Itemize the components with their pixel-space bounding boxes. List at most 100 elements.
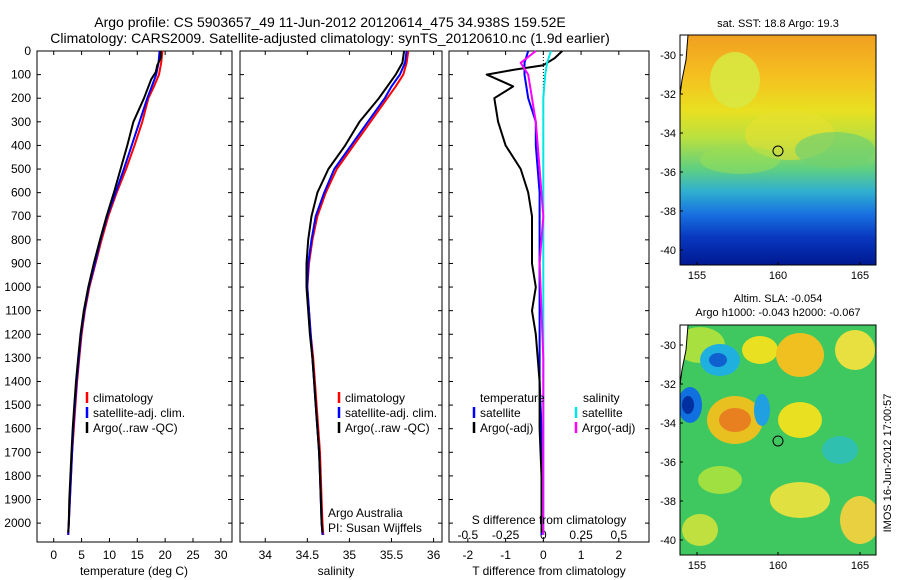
sst-map: sat. SST: 18.8 Argo: 19.3 155 160 165 -30 -3… xyxy=(660,18,877,282)
coastline xyxy=(680,325,689,386)
figure-title-line2: Climatology: CARS2009. Satellite-adjuste… xyxy=(50,30,610,46)
argo-float-marker xyxy=(772,435,784,447)
sla-map-title-line2: Argo h1000: -0.043 h2000: -0.067 xyxy=(695,307,860,319)
y-tick-label: 1700 xyxy=(4,445,31,459)
legend-label-t-satellite: satellite xyxy=(480,406,521,420)
sla-map-title-line1: Altim. SLA: -0.054 xyxy=(734,293,823,305)
y-tick-label: 1500 xyxy=(4,398,31,412)
salinity-xlabel: salinity xyxy=(318,564,355,578)
x-tick-label: 15 xyxy=(131,548,145,562)
temperature-axes-frame xyxy=(36,50,233,543)
legend-label-climatology: climatology xyxy=(93,391,153,405)
x-tick-label: 36 xyxy=(427,548,441,562)
y-tick-label: 1200 xyxy=(4,327,31,341)
map-y-tick-label: -40 xyxy=(660,535,676,547)
x-tick-label: 20 xyxy=(158,548,172,562)
y-tick-label: 1900 xyxy=(4,493,31,507)
x-tick-label: 34 xyxy=(259,548,273,562)
series-line-argo-raw-qc- xyxy=(67,51,162,533)
sla-patch xyxy=(835,330,875,370)
sla-patch xyxy=(698,466,742,494)
y-tick-label: 1000 xyxy=(4,280,31,294)
sla-patch xyxy=(709,353,727,367)
x-tick-label: 34.5 xyxy=(296,548,320,562)
difference-xlabel: T difference from climatology xyxy=(472,564,626,578)
legend-label-t-argo: Argo(-adj) xyxy=(480,421,533,435)
legend-label-s-satellite: satellite xyxy=(582,406,623,420)
y-tick-label: 1300 xyxy=(4,351,31,365)
y-tick-label: 2000 xyxy=(4,516,31,530)
difference-legend: temperature salinity satellite Argo(-adj… xyxy=(472,391,635,435)
sla-patch xyxy=(682,514,718,546)
map-x-tick-label: 165 xyxy=(851,560,869,572)
y-tick-label: 500 xyxy=(11,162,31,176)
imos-timestamp: IMOS 16-Jun-2012 17:00:57 xyxy=(882,394,894,533)
x-tick-label: -1 xyxy=(500,548,511,562)
map-y-tick-label: -30 xyxy=(660,340,676,352)
sst-cool-patch xyxy=(795,132,875,168)
y-tick-label: 800 xyxy=(11,233,31,247)
temperature-xlabel: temperature (deg C) xyxy=(80,564,188,578)
x2-tick-label: 0.25 xyxy=(569,528,593,542)
temperature-legend: climatology satellite-adj. clim. Argo(..… xyxy=(85,391,185,435)
map-y-tick-label: -30 xyxy=(660,50,676,62)
map-y-tick-label: -34 xyxy=(660,128,676,140)
map-y-tick-label: -34 xyxy=(660,418,676,430)
salinity-axes-frame xyxy=(239,50,443,543)
argo-float-marker xyxy=(772,145,784,157)
sst-warm-patch xyxy=(710,52,760,108)
y-tick-label: 1800 xyxy=(4,469,31,483)
series-line-salinity-argo-adj- xyxy=(519,50,545,535)
x2-tick-label: -0.5 xyxy=(458,528,479,542)
y-tick-label: 900 xyxy=(11,256,31,270)
coastline xyxy=(680,35,689,96)
credit-line1: Argo Australia xyxy=(328,506,403,520)
map-x-tick-label: 155 xyxy=(688,560,706,572)
map-x-tick-label: 155 xyxy=(688,270,706,282)
map-y-tick-label: -38 xyxy=(660,206,676,218)
series-line-temperature-argo-adj- xyxy=(485,50,563,533)
map-y-tick-label: -40 xyxy=(660,245,676,257)
y-tick-label: 600 xyxy=(11,186,31,200)
credit-line2: PI: Susan Wijffels xyxy=(328,521,422,535)
x-tick-label: 1 xyxy=(578,548,585,562)
y-tick-label: 1100 xyxy=(5,304,31,318)
salinity-legend: climatology satellite-adj. clim. Argo(..… xyxy=(337,391,437,435)
y-tick-label: 400 xyxy=(11,138,31,152)
x2-tick-label: -0.25 xyxy=(492,528,520,542)
map-x-tick-label: 160 xyxy=(769,560,787,572)
legend-label-argo: Argo(..raw -QC) xyxy=(93,421,178,435)
legend-label-s-argo: Argo(-adj) xyxy=(582,421,635,435)
y-tick-label: 700 xyxy=(11,209,31,223)
sla-patch xyxy=(778,402,822,438)
difference-axes-frame xyxy=(448,50,650,543)
y-tick-label: 0 xyxy=(24,44,31,58)
y-tick-label: 1600 xyxy=(4,422,31,436)
legend-label-satellite: satellite-adj. clim. xyxy=(93,406,185,420)
y-tick-label: 200 xyxy=(11,91,31,105)
sla-patch xyxy=(776,333,824,377)
y-tick-label: 300 xyxy=(11,115,31,129)
x-tick-label: 30 xyxy=(214,548,228,562)
legend-title-salinity: salinity xyxy=(583,391,620,405)
sla-patch xyxy=(770,482,830,518)
x-tick-label: 35 xyxy=(343,548,357,562)
y-tick-label: 100 xyxy=(11,68,31,82)
map-y-tick-label: -32 xyxy=(660,89,676,101)
x-tick-label: 35.5 xyxy=(380,548,404,562)
map-y-tick-label: -36 xyxy=(660,457,676,469)
sst-cool-patch xyxy=(700,146,780,174)
sla-patch xyxy=(840,496,876,544)
x-tick-label: 25 xyxy=(186,548,200,562)
x-tick-label: 2 xyxy=(615,548,622,562)
x-tick-label: 10 xyxy=(103,548,117,562)
x2-tick-label: 0 xyxy=(540,528,547,542)
map-y-tick-label: -32 xyxy=(660,379,676,391)
sla-patch xyxy=(754,394,770,426)
x-tick-label: 0 xyxy=(540,548,547,562)
series-line-argo-raw-qc- xyxy=(305,50,406,533)
x2-tick-label: 0.5 xyxy=(610,528,627,542)
x-tick-label: 0 xyxy=(50,548,57,562)
sst-map-title: sat. SST: 18.8 Argo: 19.3 xyxy=(717,18,839,30)
